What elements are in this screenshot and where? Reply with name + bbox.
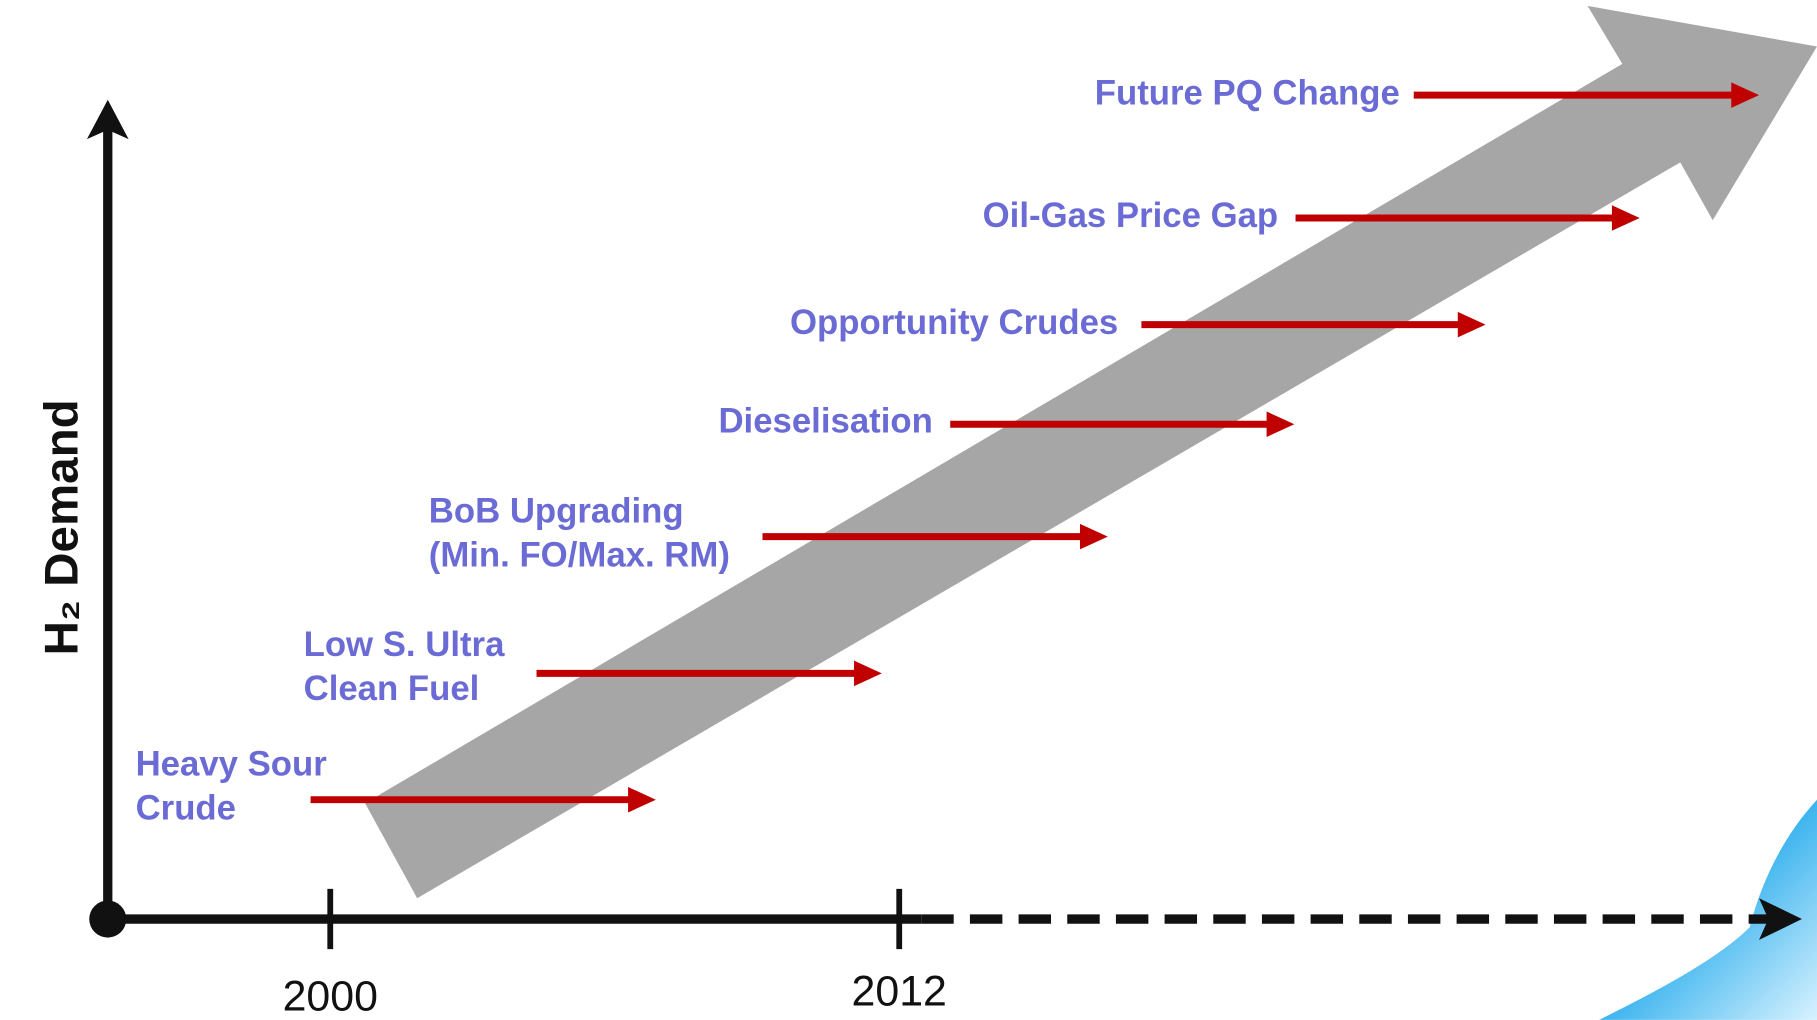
driver-label: Opportunity Crudes	[790, 304, 1118, 342]
origin	[89, 901, 126, 938]
driver-arrow-head	[1458, 312, 1486, 337]
driver-label: Heavy Sour	[136, 745, 327, 783]
driver-label: (Min. FO/Max. RM)	[429, 537, 730, 575]
page: {"y_axis_label": "H₂ Demand", "x_axis": …	[0, 0, 1817, 1020]
driver-label: Low S. Ultra	[304, 626, 505, 664]
x-tick-label: 2012	[852, 968, 947, 1016]
driver-arrow-head	[1267, 412, 1295, 437]
driver-label: Crude	[136, 789, 236, 827]
driver-arrow-head	[1080, 524, 1108, 549]
trend-arrow	[365, 6, 1817, 898]
y-axis-label: H₂ Demand	[35, 399, 88, 655]
driver-label: Future PQ Change	[1095, 74, 1400, 112]
driver-arrow-head	[854, 661, 882, 686]
driver-arrow-head	[1612, 205, 1640, 230]
diagram: H₂ Demand 2000 2012 Heavy Sour Crude Low S. …	[0, 0, 1817, 1020]
driver-arrow-head	[628, 787, 656, 812]
driver-label: BoB Upgrading	[429, 493, 684, 531]
driver-label: Dieselisation	[718, 402, 932, 440]
driver-label: Clean Fuel	[304, 670, 480, 708]
decor-shape	[1599, 800, 1817, 1020]
x-tick-label: 2000	[283, 972, 378, 1020]
driver-label: Oil-Gas Price Gap	[983, 197, 1278, 235]
